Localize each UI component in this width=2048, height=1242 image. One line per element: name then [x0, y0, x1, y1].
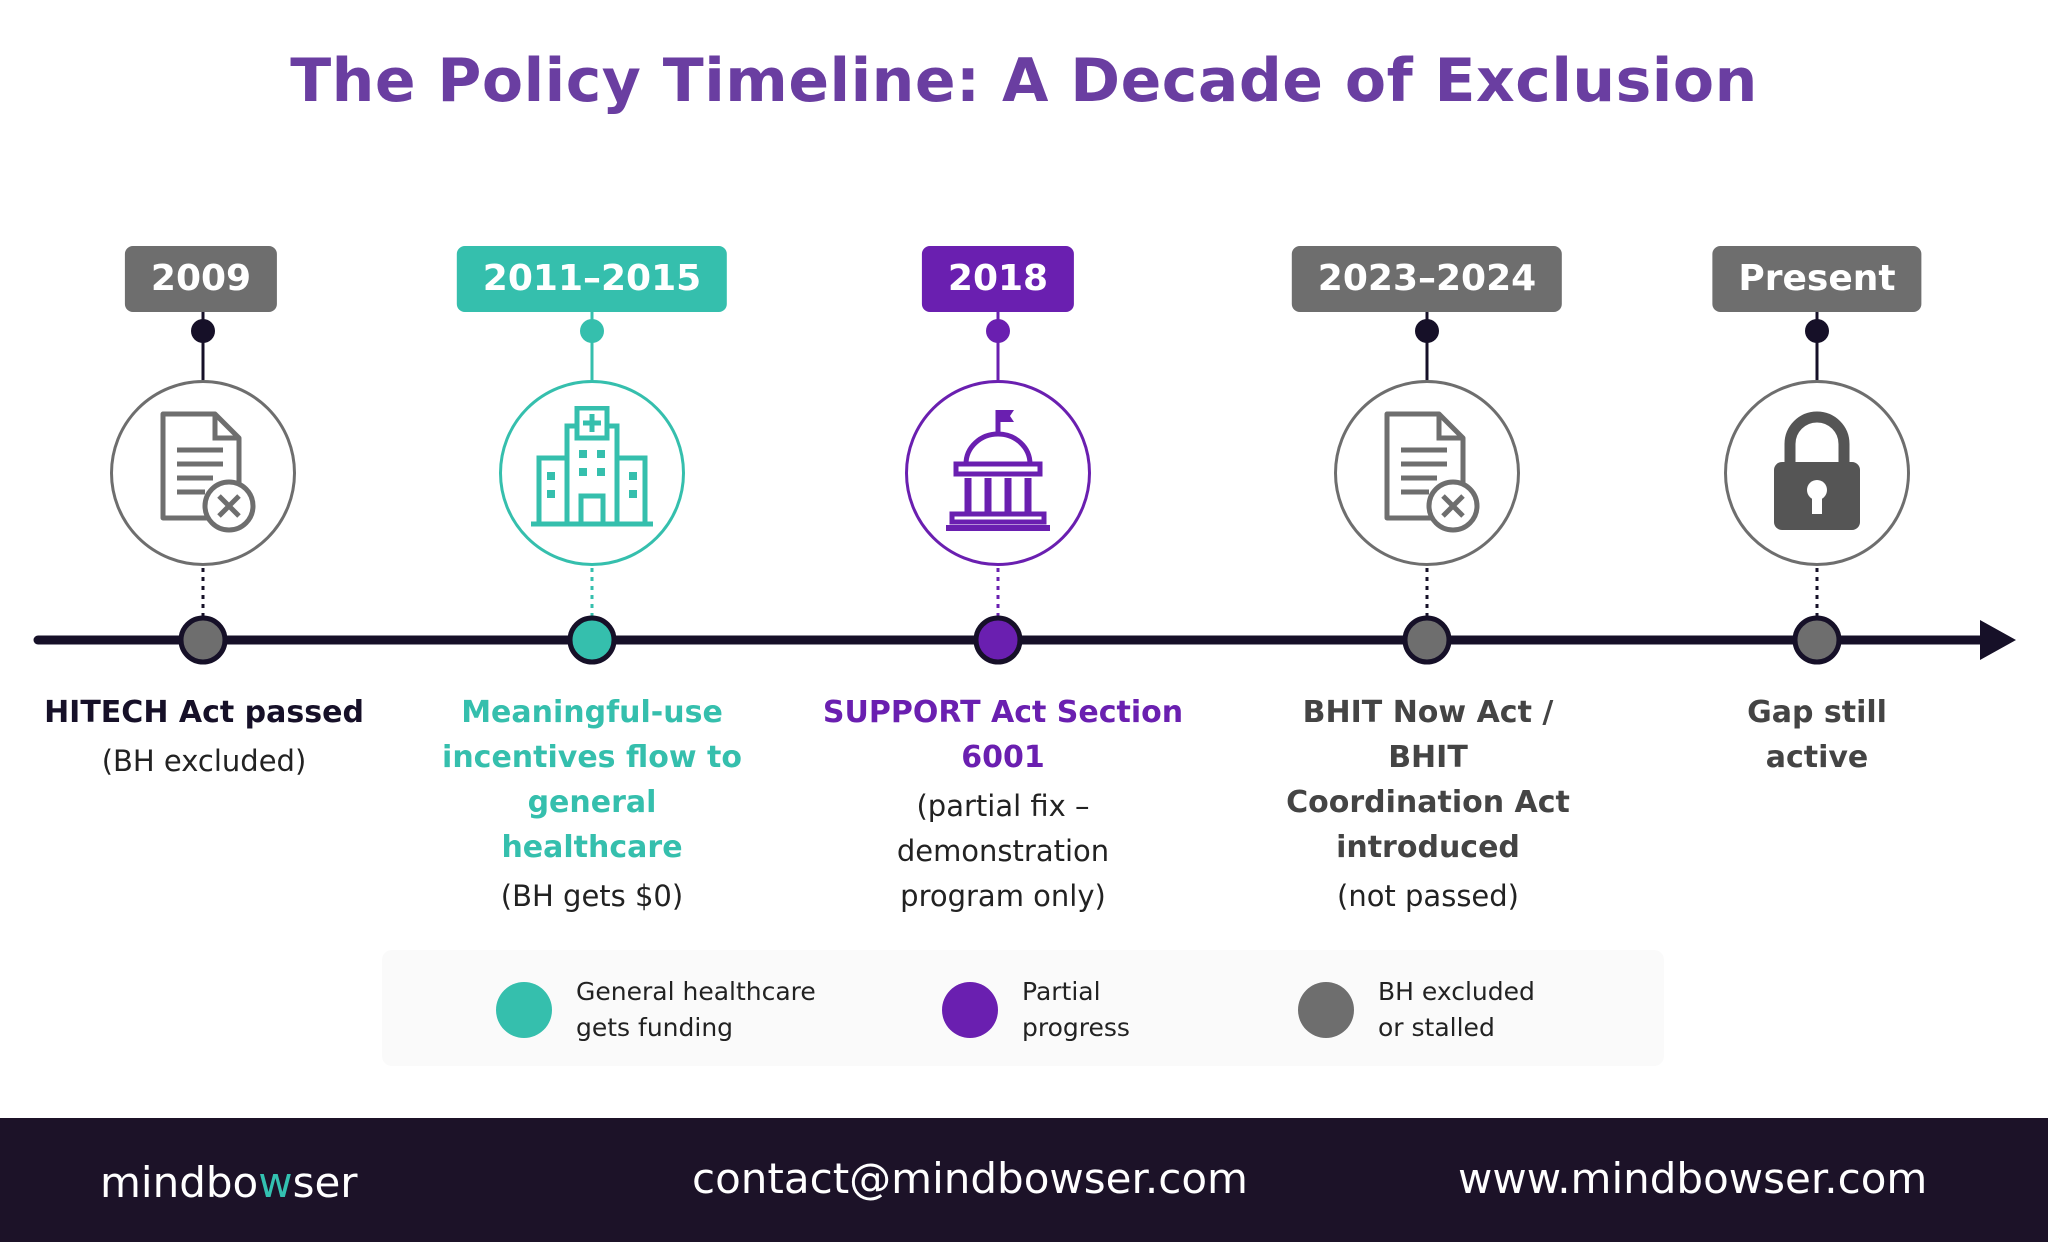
- event-icon-circle: [499, 380, 685, 566]
- legend-swatch: [942, 982, 998, 1038]
- connector-dot: [1415, 319, 1439, 343]
- connector-dot: [580, 319, 604, 343]
- connector-dot: [1805, 319, 1829, 343]
- legend-swatch: [496, 982, 552, 1038]
- document-x-icon: [1367, 406, 1487, 540]
- website-link[interactable]: www.mindbowser.com: [1458, 1154, 1928, 1203]
- event-label: Meaningful-use incentives flow to genera…: [372, 690, 812, 919]
- event-title: Meaningful-use incentives flow to genera…: [442, 695, 742, 865]
- year-badge: 2011–2015: [456, 246, 728, 312]
- event-label: Gap still active: [1597, 690, 2037, 784]
- hospital-icon: [527, 405, 657, 540]
- legend-label: Partial progress: [1022, 977, 1130, 1042]
- event-detail: (BH gets $0): [500, 879, 684, 913]
- event-detail: (not passed): [1337, 879, 1519, 913]
- timeline-node: [567, 615, 617, 665]
- lock-icon: [1762, 406, 1872, 540]
- legend-swatch: [1298, 982, 1354, 1038]
- event-title: HITECH Act passed: [44, 695, 364, 730]
- legend-item-bh-excluded: BH excluded or stalled: [1298, 974, 1548, 1046]
- legend-label: General healthcare gets funding: [576, 977, 816, 1042]
- year-badge: 2018: [921, 246, 1075, 312]
- event-icon-circle: [905, 380, 1091, 566]
- timeline-node: [178, 615, 228, 665]
- event-icon-circle: [1724, 380, 1910, 566]
- connector-dot: [191, 319, 215, 343]
- event-label: BHIT Now Act / BHIT Coordination Act int…: [1208, 690, 1648, 919]
- event-title: SUPPORT Act Section 6001: [822, 695, 1184, 775]
- page-title: The Policy Timeline: A Decade of Exclusi…: [290, 46, 1758, 116]
- connector-dot: [986, 319, 1010, 343]
- year-badge: 2009: [124, 246, 278, 312]
- timeline-arrowhead: [1980, 620, 2016, 660]
- legend-label: BH excluded or stalled: [1378, 977, 1535, 1042]
- capitol-icon: [938, 406, 1058, 540]
- timeline-node: [973, 615, 1023, 665]
- event-label: HITECH Act passed (BH excluded): [0, 690, 424, 784]
- legend-item-partial-progress: Partial progress: [942, 974, 1142, 1046]
- event-icon-circle: [110, 380, 296, 566]
- event-title: BHIT Now Act / BHIT Coordination Act int…: [1286, 695, 1570, 865]
- contact-email[interactable]: contact@mindbowser.com: [692, 1154, 1248, 1203]
- event-detail: (partial fix – demonstration program onl…: [896, 789, 1110, 913]
- document-x-icon: [143, 406, 263, 540]
- footer: mindbowser contact@mindbowser.com www.mi…: [0, 1118, 2048, 1242]
- year-badge: 2023–2024: [1291, 246, 1563, 312]
- year-badge: Present: [1712, 246, 1922, 312]
- legend: General healthcare gets funding Partial …: [382, 950, 1664, 1066]
- connector-group: [178, 312, 1842, 665]
- brand-logo: mindbowser: [100, 1158, 358, 1207]
- event-detail: (BH excluded): [101, 744, 307, 778]
- legend-item-general-funding: General healthcare gets funding: [496, 974, 816, 1046]
- event-icon-circle: [1334, 380, 1520, 566]
- timeline-node: [1402, 615, 1452, 665]
- event-label: SUPPORT Act Section 6001 (partial fix – …: [783, 690, 1223, 919]
- timeline-node: [1792, 615, 1842, 665]
- event-title: Gap still active: [1747, 695, 1887, 775]
